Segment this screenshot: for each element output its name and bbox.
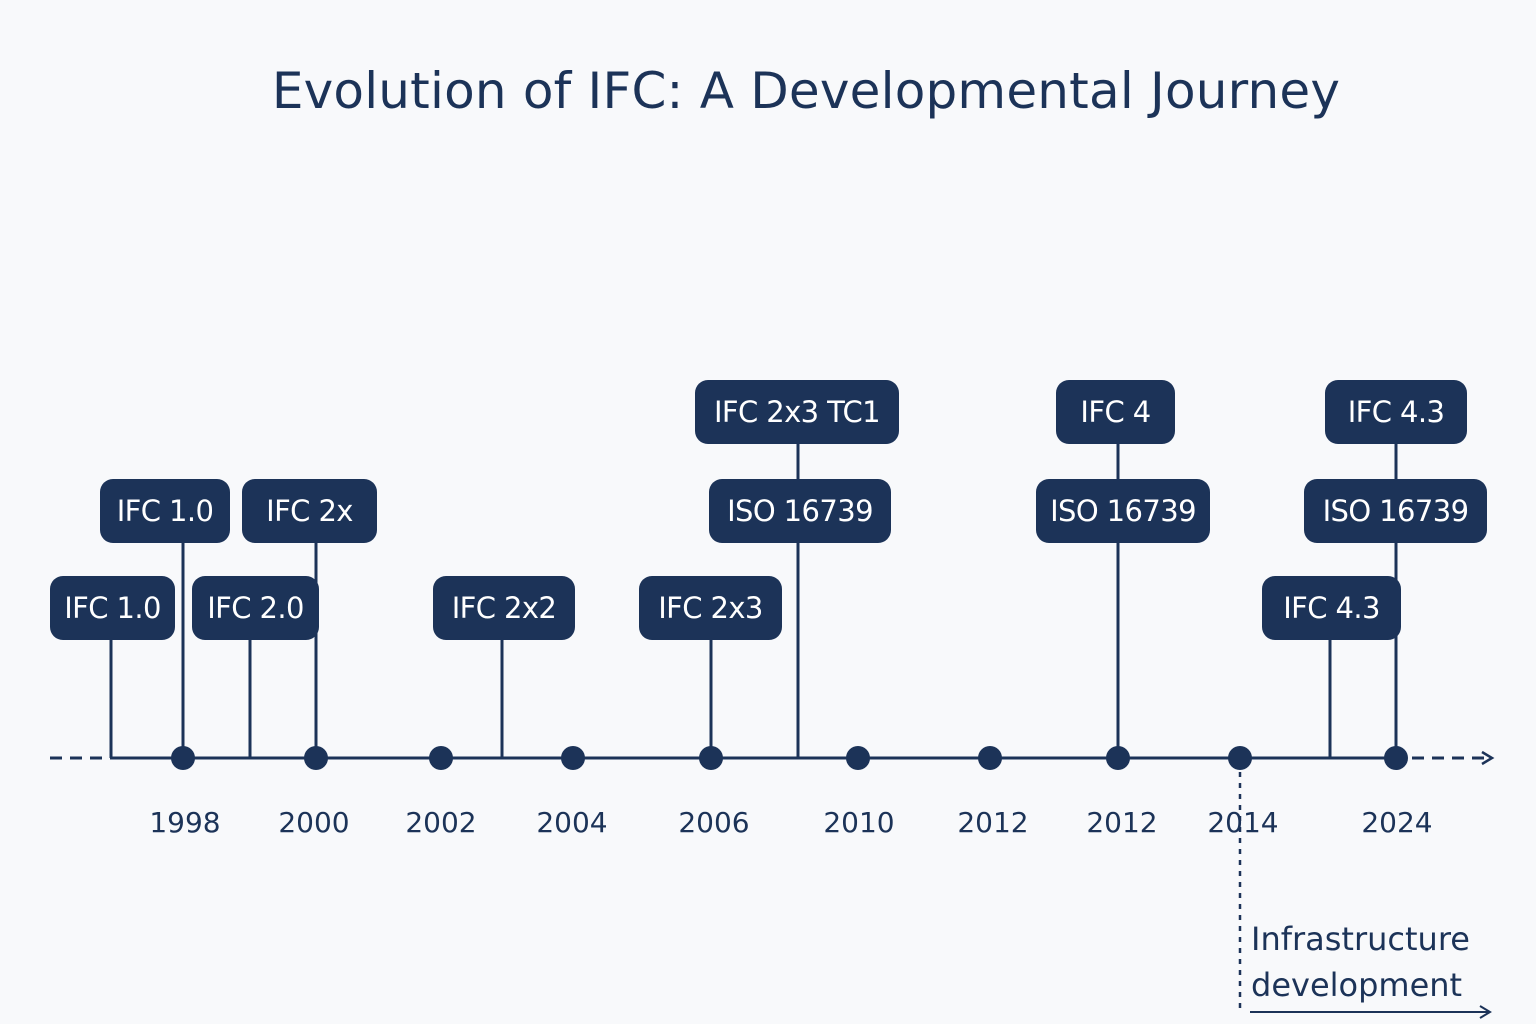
timeline-arrow-icon	[1481, 750, 1495, 766]
milestone-dot	[1384, 746, 1408, 770]
year-label: 2014	[1207, 806, 1279, 839]
year-label: 2012	[957, 806, 1029, 839]
milestone-dot	[429, 746, 453, 770]
version-label: IFC 2x	[242, 479, 377, 543]
year-label: 1998	[149, 806, 221, 839]
version-label: IFC 4	[1056, 380, 1175, 444]
version-label: IFC 4.3	[1262, 576, 1401, 640]
version-label: IFC 2.0	[192, 576, 319, 640]
standard-label: ISO 16739	[709, 479, 891, 543]
milestone-dot	[561, 746, 585, 770]
year-label: 2006	[678, 806, 750, 839]
infrastructure-arrow-icon	[1479, 1005, 1492, 1019]
year-label: 2010	[823, 806, 895, 839]
version-label: IFC 1.0	[50, 576, 175, 640]
version-label: IFC 2x2	[433, 576, 575, 640]
milestone-dot	[171, 746, 195, 770]
version-label: IFC 2x3 TC1	[695, 380, 899, 444]
standard-label: ISO 16739	[1036, 479, 1210, 543]
page-title: Evolution of IFC: A Developmental Journe…	[271, 62, 1341, 120]
infrastructure-note-line2: development	[1251, 966, 1463, 1004]
version-label: IFC 4.3	[1325, 380, 1467, 444]
year-label: 2000	[278, 806, 350, 839]
milestone-dot	[699, 746, 723, 770]
milestone-dot	[304, 746, 328, 770]
infrastructure-note-line1: Infrastructure	[1251, 920, 1470, 958]
standard-label: ISO 16739	[1304, 479, 1487, 543]
infrastructure-note: Infrastructure development	[1251, 916, 1470, 1008]
milestone-dot	[1228, 746, 1252, 770]
version-label: IFC 1.0	[100, 479, 230, 543]
milestone-dot	[1106, 746, 1130, 770]
version-label: IFC 2x3	[639, 576, 782, 640]
milestone-dot	[978, 746, 1002, 770]
year-label: 2004	[536, 806, 608, 839]
year-label: 2012	[1086, 806, 1158, 839]
year-label: 2002	[405, 806, 477, 839]
milestone-dot	[846, 746, 870, 770]
year-label: 2024	[1361, 806, 1433, 839]
